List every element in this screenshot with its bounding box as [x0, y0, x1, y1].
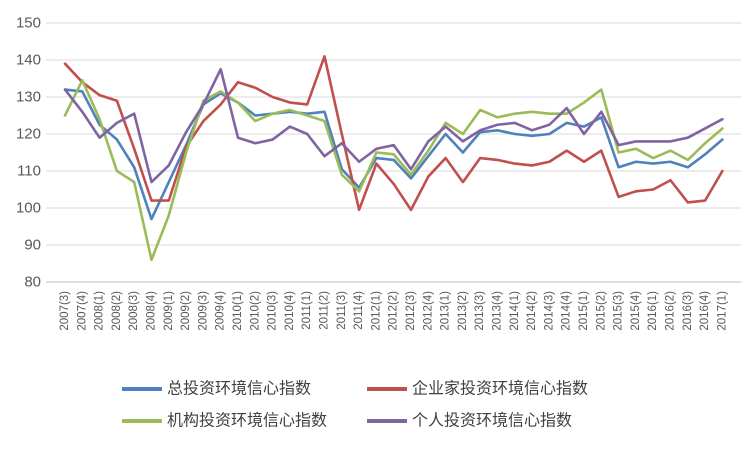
- x-axis-tick-label: 2011(4): [353, 291, 365, 330]
- x-axis-tick-label: 2010(1): [232, 291, 244, 331]
- x-axis-tick-label: 2015(2): [595, 291, 607, 331]
- x-axis-tick-label: 2014(1): [509, 291, 521, 331]
- x-axis-tick-label: 2010(2): [249, 291, 261, 331]
- x-axis-tick-label: 2007(3): [59, 291, 71, 331]
- y-axis-tick-label: 80: [24, 274, 41, 291]
- x-axis-tick-label: 2013(4): [492, 291, 504, 331]
- x-axis-tick-label: 2013(1): [440, 291, 452, 331]
- x-axis-tick-label: 2009(1): [163, 291, 175, 331]
- legend-label: 机构投资环境信心指数: [167, 411, 327, 430]
- x-axis-tick-label: 2016(1): [647, 291, 659, 331]
- x-axis-tick-label: 2010(4): [284, 291, 296, 331]
- y-axis-tick-label: 140: [16, 52, 41, 69]
- x-axis-tick-label: 2009(3): [197, 291, 209, 331]
- x-axis-tick-label: 2015(3): [613, 291, 625, 331]
- x-axis-tick-label: 2013(2): [457, 291, 469, 331]
- legend-label: 个人投资环境信心指数: [412, 411, 572, 430]
- x-axis-tick-label: 2016(3): [682, 291, 694, 331]
- x-axis-tick-label: 2013(3): [474, 291, 486, 331]
- x-axis-tick-label: 2012(2): [388, 291, 400, 331]
- series-line-1: [63, 54, 724, 212]
- x-axis-tick-label: 2008(1): [94, 291, 106, 331]
- x-axis-tick-label: 2014(3): [543, 291, 555, 331]
- x-axis-tick-label: 2007(4): [76, 291, 88, 331]
- series-line-3: [63, 67, 724, 184]
- y-axis-tick-label: 130: [16, 89, 41, 106]
- y-axis-tick-label: 100: [16, 200, 41, 217]
- x-axis-tick-label: 2012(4): [422, 291, 434, 331]
- x-axis-tick-label: 2011(3): [336, 291, 348, 330]
- x-axis-tick-label: 2016(4): [699, 291, 711, 331]
- x-axis-tick-label: 2012(3): [405, 291, 417, 331]
- x-axis-tick-label: 2008(3): [128, 291, 140, 331]
- x-axis-tick-label: 2009(2): [180, 291, 192, 331]
- x-axis-tick-label: 2014(2): [526, 291, 538, 331]
- x-axis-tick-label: 2016(2): [665, 291, 677, 331]
- x-axis-tick-label: 2015(4): [630, 291, 642, 331]
- x-axis-tick-label: 2011(2): [319, 291, 331, 330]
- y-axis-tick-label: 120: [16, 126, 41, 143]
- y-axis-tick-label: 110: [17, 163, 41, 180]
- series-line-0: [63, 88, 724, 221]
- x-axis-tick-label: 2010(3): [267, 291, 279, 331]
- x-axis-tick-label: 2012(1): [370, 291, 382, 331]
- x-axis-tick-label: 2009(4): [215, 291, 227, 331]
- x-axis-tick-label: 2011(1): [301, 291, 313, 330]
- legend-label: 总投资环境信心指数: [167, 379, 311, 398]
- y-axis-tick-label: 90: [24, 237, 41, 254]
- y-axis-tick-label: 150: [16, 15, 41, 32]
- x-axis-tick-label: 2015(1): [578, 291, 590, 331]
- legend-label: 企业家投资环境信心指数: [412, 379, 588, 398]
- x-axis-tick-label: 2008(2): [111, 291, 123, 331]
- x-axis-tick-label: 2017(1): [716, 291, 728, 331]
- x-axis-tick-label: 2014(4): [561, 291, 573, 331]
- x-axis-tick-label: 2008(4): [146, 291, 158, 331]
